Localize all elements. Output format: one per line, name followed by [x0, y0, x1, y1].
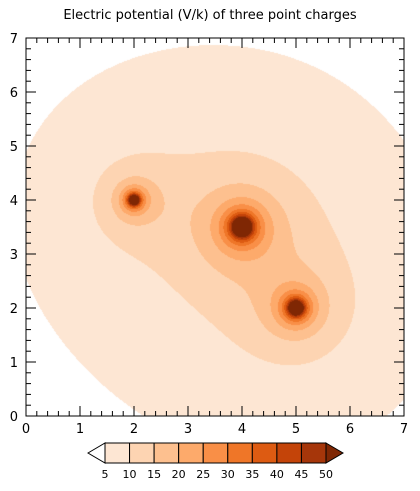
- y-tick-label: 7: [10, 32, 18, 47]
- colorbar-tick-label: 15: [147, 468, 161, 481]
- x-tick-label: 1: [76, 422, 84, 437]
- colorbar-swatch: [277, 443, 302, 463]
- colorbar-swatch: [301, 443, 326, 463]
- y-tick-label: 2: [10, 302, 18, 317]
- colorbar-swatch: [252, 443, 277, 463]
- colorbar-tick-label: 45: [294, 468, 308, 481]
- x-tick-label: 0: [22, 422, 30, 437]
- colorbar-tick-label: 10: [123, 468, 137, 481]
- colorbar-tick-label: 25: [196, 468, 210, 481]
- x-tick-label: 6: [346, 422, 354, 437]
- colorbar-swatch: [130, 443, 155, 463]
- colorbar-over-triangle: [326, 443, 343, 463]
- colorbar-tick-label: 20: [172, 468, 186, 481]
- colorbar-tick-label: 35: [245, 468, 259, 481]
- colorbar-swatch: [154, 443, 179, 463]
- x-tick-label: 4: [238, 422, 246, 437]
- colorbar-tick-label: 30: [221, 468, 235, 481]
- y-tick-label: 0: [10, 410, 18, 425]
- x-tick-label: 2: [130, 422, 138, 437]
- y-tick-label: 4: [10, 194, 18, 209]
- colorbar-swatch: [203, 443, 228, 463]
- y-tick-label: 6: [10, 86, 18, 101]
- y-tick-label: 1: [10, 356, 18, 371]
- colorbar-tick-label: 5: [102, 468, 109, 481]
- x-tick-label: 5: [292, 422, 300, 437]
- colorbar-swatch: [105, 443, 130, 463]
- y-tick-label: 5: [10, 140, 18, 155]
- colorbar-under-triangle: [88, 443, 105, 463]
- contour-fill: [26, 38, 404, 416]
- x-tick-label: 7: [400, 422, 408, 437]
- colorbar-swatch: [179, 443, 204, 463]
- colorbar-tick-label: 40: [270, 468, 284, 481]
- y-tick-label: 3: [10, 248, 18, 263]
- x-tick-label: 3: [184, 422, 192, 437]
- colorbar-swatch: [228, 443, 253, 463]
- colorbar-tick-label: 50: [319, 468, 333, 481]
